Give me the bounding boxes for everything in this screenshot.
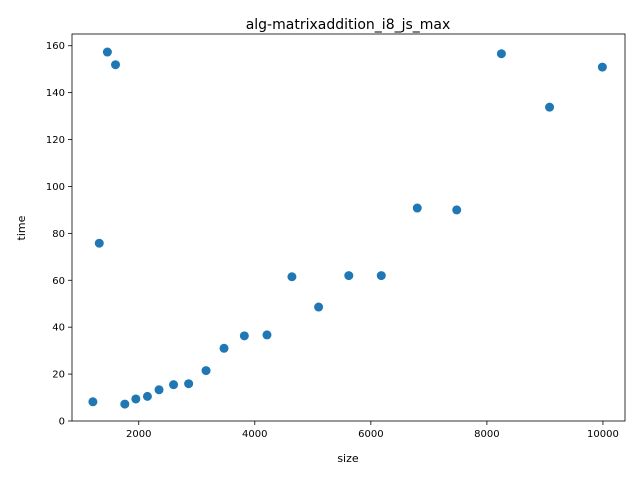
data-point [201,366,211,376]
data-point [314,302,324,312]
data-point [452,205,462,215]
y-tick-label: 120 [46,135,65,146]
data-point [597,62,607,72]
y-tick-label: 140 [46,88,65,99]
data-point [239,331,249,341]
data-point [219,343,229,353]
y-tick-label: 160 [46,41,65,52]
y-axis-label: time [15,215,28,240]
x-tick-label: 6000 [358,429,383,440]
plot-frame [71,33,626,422]
data-point [262,330,272,340]
data-point [94,238,104,248]
y-tick-label: 40 [52,323,65,334]
data-point [287,272,297,282]
data-point [154,385,164,395]
data-point [120,399,130,409]
x-axis-label: size [337,452,359,465]
x-axis: 2000 4000 6000 8000 10000 [126,421,619,440]
data-point [376,271,386,281]
data-point [142,391,152,401]
data-point [545,102,555,112]
y-tick-label: 0 [59,417,65,428]
x-tick-label: 4000 [242,429,267,440]
y-tick-label: 20 [52,370,65,381]
data-point [88,397,98,407]
x-tick-label: 8000 [474,429,499,440]
y-tick-label: 100 [46,182,65,193]
data-point [184,379,194,389]
chart-title: alg-matrixaddition_i8_js_max [246,17,451,33]
data-point [496,49,506,59]
x-tick-label: 10000 [587,429,619,440]
data-point [169,380,179,390]
data-point [102,47,112,57]
y-tick-label: 60 [52,276,65,287]
y-tick-label: 80 [52,229,65,240]
data-point [412,203,422,213]
y-axis: 0 20 40 60 80 100 120 140 160 [46,41,72,428]
data-point [344,271,354,281]
data-point [131,394,141,404]
data-point [111,60,121,70]
x-tick-label: 2000 [126,429,151,440]
data-points [88,47,607,409]
